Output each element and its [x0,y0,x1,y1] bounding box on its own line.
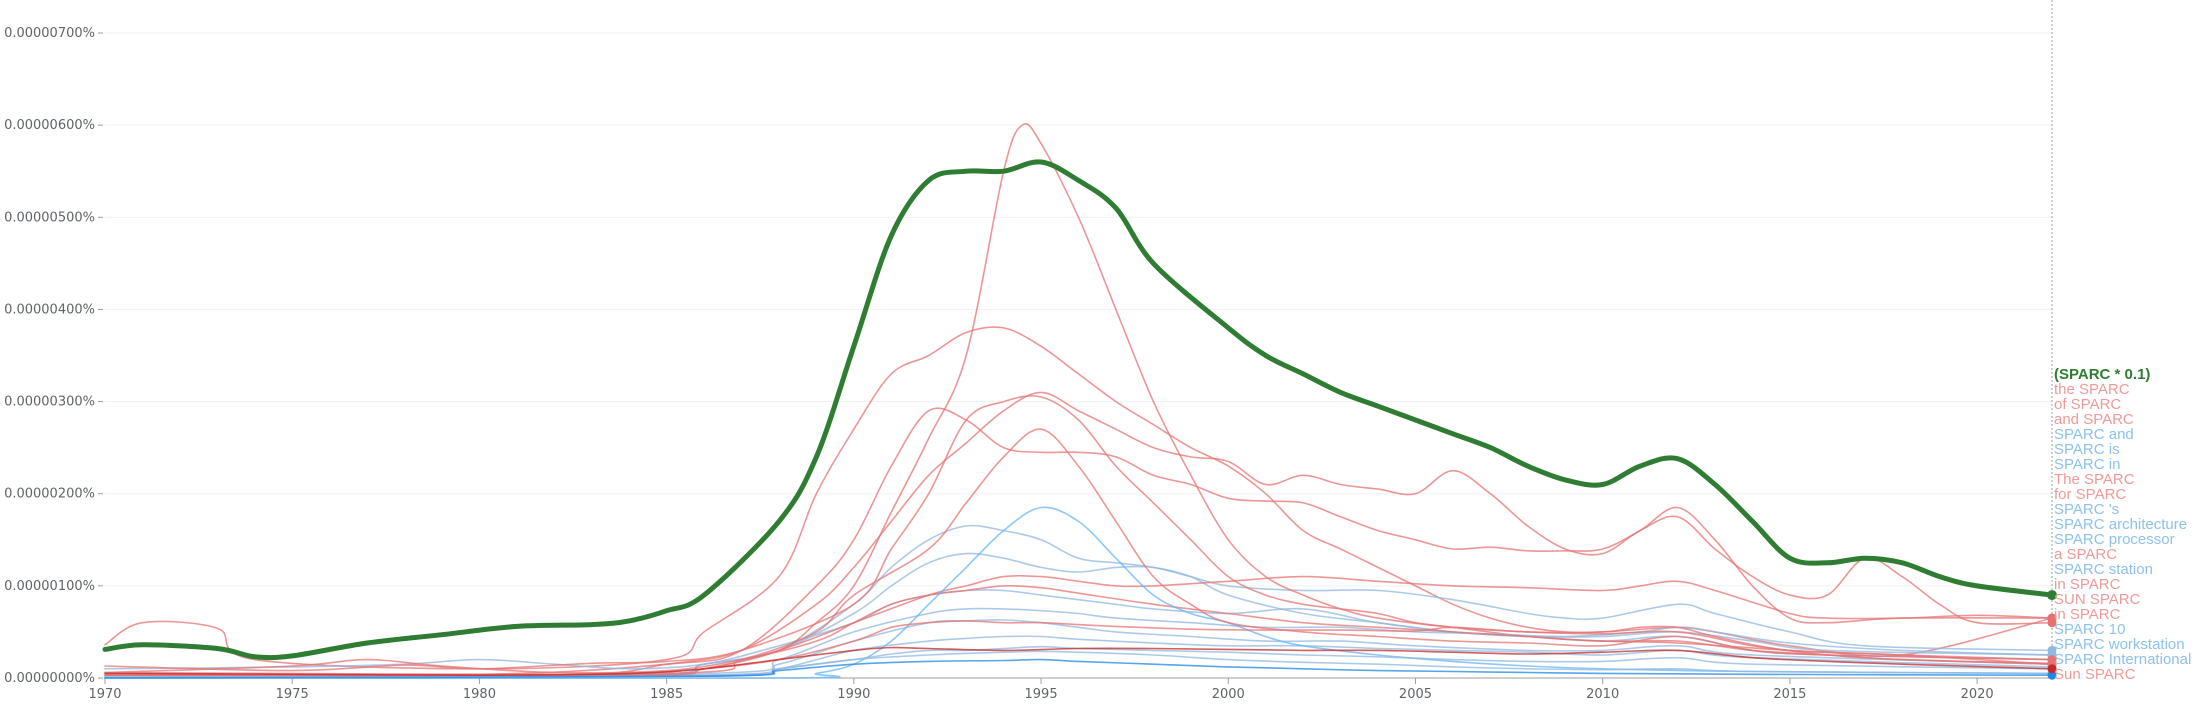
legend-item[interactable]: and SPARC [2054,411,2134,428]
y-tick-label: 0.00000300% [4,395,95,410]
x-tick-label: 2000 [1212,687,1245,702]
end-markers[interactable] [2047,590,2057,680]
legend-item[interactable]: the SPARC [2054,381,2130,398]
x-tick-label: 1970 [88,687,121,702]
legend-item[interactable]: SPARC in [2054,456,2120,473]
legend-item[interactable]: in SPARC [2054,606,2121,623]
y-axis-ticks: 0.00000700% 0.00000600% 0.00000500% 0.00000… [4,26,103,686]
series-end-marker-sun-sparc[interactable] [2047,664,2057,674]
series-line-the-sparc[interactable] [104,395,2053,672]
legend-item[interactable]: SPARC architecture [2054,516,2187,533]
series-end-marker-sparc-0-1[interactable] [2047,590,2057,601]
series-line-and-sparc[interactable] [104,391,2053,677]
legend-item[interactable]: (SPARC * 0.1) [2054,366,2150,383]
series-line-sparc-in[interactable] [104,589,2053,670]
x-axis: 1970 1975 1980 1985 1990 1995 2000 2005 2010 2015… [88,677,2052,702]
legend-item[interactable]: Sun SPARC [2054,666,2136,683]
legend-item[interactable]: SPARC is [2054,441,2120,458]
x-tick-label: 2015 [1773,687,1806,702]
y-tick-label: 0.00000500% [4,210,95,225]
y-tick-label: 0.00000600% [4,118,95,133]
series-line-sparc-international[interactable] [104,658,2053,679]
series-line-sparc-and[interactable] [104,524,2053,677]
legend-item[interactable]: SPARC 10 [2054,621,2125,638]
x-tick-label: 2020 [1961,687,1994,702]
y-tick-label: 0.00000200% [4,487,95,502]
legend-item[interactable]: for SPARC [2054,486,2126,503]
legend-item[interactable]: SPARC workstation [2054,636,2185,653]
y-tick-label: 0.00000700% [4,26,95,41]
series-lines[interactable] [102,123,2055,680]
legend-item[interactable]: SPARC and [2054,426,2134,443]
series-end-marker-sparc-international[interactable] [2047,670,2057,680]
legend-item[interactable]: SPARC station [2054,561,2153,578]
series-line-of-sparc[interactable] [104,407,2053,676]
x-tick-label: 2010 [1586,687,1619,702]
series-line-sun-sparc[interactable] [104,428,2053,676]
x-tick-label: 1985 [650,687,683,702]
x-tick-label: 2005 [1399,687,1432,702]
series-line-sparc-0-1[interactable] [102,159,2055,661]
y-tick-label: 0.00000000% [4,671,95,686]
legend-item[interactable]: SPARC International [2054,651,2191,668]
legend-item[interactable]: of SPARC [2054,396,2121,413]
series-line-a-sparc[interactable] [104,584,2053,674]
x-tick-label: 1980 [463,687,496,702]
y-tick-label: 0.00000100% [4,579,95,594]
y-tick-label: 0.00000400% [4,302,95,317]
legend-item[interactable]: SPARC processor [2054,531,2175,548]
legend-item[interactable]: a SPARC [2054,546,2117,563]
x-tick-label: 1995 [1025,687,1058,702]
legend-item[interactable]: SPARC 's [2054,501,2119,518]
series-line-sun-sparc[interactable] [104,646,2053,677]
legend-item[interactable]: SUN SPARC [2054,591,2141,608]
series-line-sparc-station[interactable] [104,506,2053,680]
series-line-sparc-is[interactable] [104,552,2053,677]
x-tick-label: 1990 [837,687,870,702]
series-line-the-sparc[interactable] [104,326,2053,670]
legend-item[interactable]: The SPARC [2054,471,2135,488]
legend-item[interactable]: in SPARC [2054,576,2121,593]
x-tick-label: 1975 [276,687,309,702]
series-end-marker-for-sparc[interactable] [2047,613,2057,623]
